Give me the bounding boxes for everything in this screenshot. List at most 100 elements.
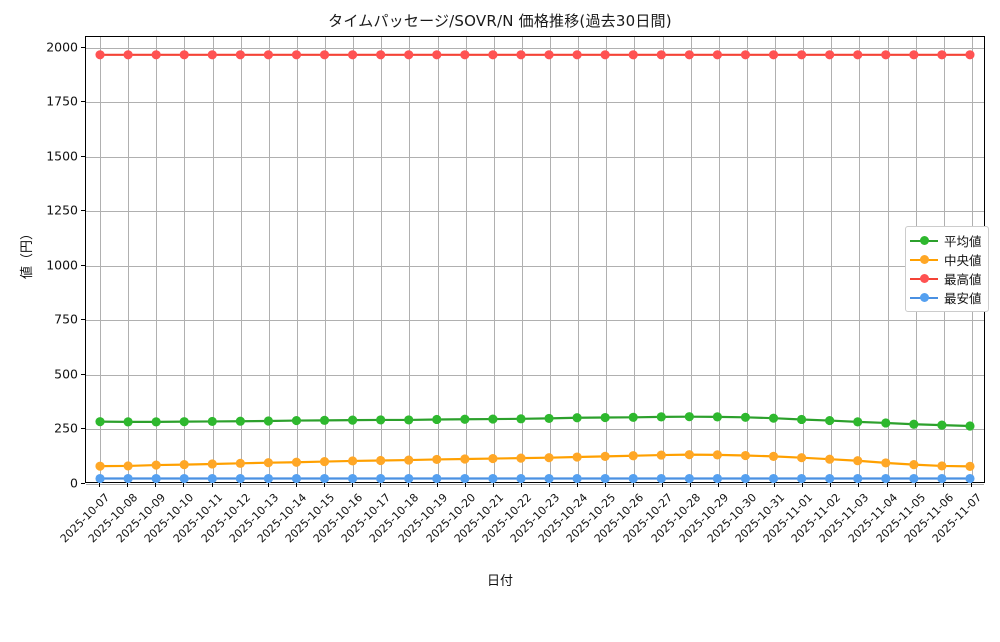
data-point bbox=[516, 473, 526, 484]
grid-line-vertical bbox=[128, 37, 130, 482]
legend-label: 中央値 bbox=[944, 253, 982, 268]
data-point bbox=[291, 50, 302, 60]
data-point bbox=[123, 417, 133, 427]
data-point bbox=[572, 50, 582, 60]
data-point bbox=[600, 50, 610, 60]
data-point bbox=[488, 473, 498, 484]
legend-marker-icon bbox=[910, 254, 938, 266]
data-point bbox=[965, 461, 975, 471]
data-point bbox=[909, 473, 919, 484]
x-tick-mark bbox=[155, 483, 157, 487]
y-tick-label: 250 bbox=[54, 420, 78, 436]
data-point bbox=[207, 50, 217, 60]
grid-line-vertical bbox=[831, 37, 833, 482]
grid-line-vertical bbox=[859, 37, 861, 482]
y-tick-mark bbox=[81, 373, 85, 375]
grid-line-vertical bbox=[578, 37, 580, 482]
data-point bbox=[881, 473, 891, 484]
data-point bbox=[797, 453, 807, 463]
data-point bbox=[235, 50, 245, 60]
data-point bbox=[263, 416, 273, 426]
grid-line-vertical bbox=[325, 37, 327, 482]
y-tick-label: 1250 bbox=[46, 202, 78, 218]
x-tick-mark bbox=[492, 483, 494, 487]
data-point bbox=[740, 50, 751, 60]
grid-line-vertical bbox=[409, 37, 411, 482]
data-point bbox=[460, 414, 470, 424]
grid-line-horizontal bbox=[86, 47, 984, 49]
data-point bbox=[797, 473, 807, 484]
data-point bbox=[628, 451, 638, 461]
data-point bbox=[319, 415, 330, 425]
legend-marker-icon bbox=[910, 273, 938, 285]
data-point bbox=[965, 50, 975, 60]
legend-item-3[interactable]: 最高値 bbox=[910, 269, 982, 288]
data-point bbox=[881, 50, 891, 60]
data-point bbox=[544, 473, 554, 484]
x-tick-mark bbox=[577, 483, 579, 487]
grid-line-vertical bbox=[493, 37, 495, 482]
legend-item-1[interactable]: 平均値 bbox=[910, 231, 982, 250]
grid-line-vertical bbox=[746, 37, 748, 482]
data-point bbox=[235, 458, 245, 468]
data-point bbox=[151, 460, 161, 470]
y-tick-mark bbox=[81, 210, 85, 212]
data-point bbox=[404, 473, 414, 484]
legend-item-2[interactable]: 中央値 bbox=[910, 250, 982, 269]
x-tick-mark bbox=[717, 483, 719, 487]
data-point bbox=[95, 461, 105, 471]
x-tick-mark bbox=[436, 483, 438, 487]
series-4 bbox=[95, 473, 975, 484]
data-point bbox=[291, 415, 302, 426]
data-point bbox=[488, 414, 498, 424]
data-point bbox=[151, 50, 161, 60]
x-tick-mark bbox=[239, 483, 241, 487]
data-point bbox=[263, 473, 273, 484]
series-3 bbox=[95, 50, 975, 60]
data-point bbox=[853, 456, 863, 466]
data-point bbox=[235, 473, 245, 484]
x-tick-mark bbox=[886, 483, 888, 487]
data-point bbox=[348, 456, 358, 466]
data-point bbox=[235, 416, 245, 426]
x-tick-mark bbox=[802, 483, 804, 487]
data-point bbox=[263, 458, 273, 468]
legend-marker-icon bbox=[910, 292, 938, 304]
x-tick-mark bbox=[464, 483, 466, 487]
data-point bbox=[179, 50, 189, 60]
grid-line-vertical bbox=[634, 37, 636, 482]
y-tick-label: 1000 bbox=[46, 257, 78, 273]
x-tick-mark bbox=[380, 483, 382, 487]
y-tick-mark bbox=[81, 319, 85, 321]
grid-line-vertical bbox=[887, 37, 889, 482]
data-point bbox=[909, 419, 919, 429]
grid-line-vertical bbox=[100, 37, 102, 482]
grid-line-vertical bbox=[381, 37, 383, 482]
data-point bbox=[207, 459, 217, 469]
data-point bbox=[572, 473, 582, 484]
data-point bbox=[684, 450, 694, 460]
x-tick-mark bbox=[127, 483, 129, 487]
grid-line-vertical bbox=[606, 37, 608, 482]
grid-line-vertical bbox=[550, 37, 552, 482]
data-point bbox=[965, 473, 975, 484]
data-point bbox=[319, 457, 330, 467]
data-point bbox=[712, 473, 722, 484]
x-axis-title: 日付 bbox=[486, 574, 513, 589]
data-point bbox=[460, 454, 470, 464]
y-tick-mark bbox=[81, 101, 85, 103]
data-point bbox=[516, 453, 526, 463]
y-tick-mark bbox=[81, 264, 85, 266]
data-point bbox=[95, 473, 105, 484]
data-point bbox=[853, 473, 863, 484]
data-point bbox=[853, 50, 863, 60]
legend-item-4[interactable]: 最安値 bbox=[910, 288, 982, 307]
data-point bbox=[207, 416, 217, 427]
data-point bbox=[376, 415, 386, 425]
data-point bbox=[712, 412, 722, 422]
grid-line-vertical bbox=[296, 37, 298, 482]
data-point bbox=[797, 414, 807, 425]
y-tick-label: 500 bbox=[54, 366, 78, 382]
data-point bbox=[881, 458, 891, 468]
data-point bbox=[95, 417, 105, 427]
